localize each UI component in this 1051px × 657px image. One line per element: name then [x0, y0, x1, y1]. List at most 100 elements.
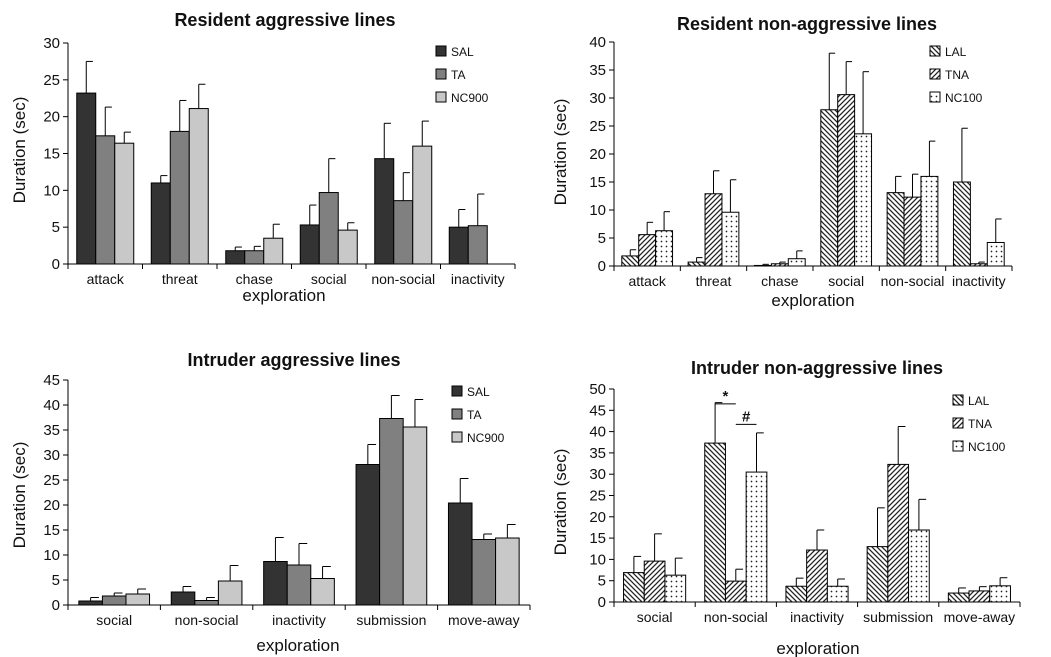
legend-swatch: [451, 385, 463, 397]
y-tick-label: 5: [52, 219, 60, 236]
bar: [263, 561, 288, 606]
bar: [820, 109, 839, 267]
x-tick-label: non-social: [371, 271, 435, 287]
legend-label: NC100: [968, 440, 1006, 454]
legend-label: NC100: [945, 91, 983, 105]
legend-label: SAL: [467, 385, 490, 399]
bar: [402, 426, 428, 606]
x-tick-label: attack: [87, 271, 125, 287]
x-tick-label: threat: [162, 271, 198, 287]
bar: [299, 224, 320, 265]
bar: [318, 192, 339, 265]
y-tick-label: 50: [589, 381, 606, 398]
legend-label: LAL: [945, 45, 967, 59]
bar: [753, 264, 772, 267]
bar: [170, 591, 196, 606]
bar: [169, 130, 190, 265]
y-tick-label: 25: [589, 118, 606, 135]
bar: [355, 464, 381, 606]
legend-swatch: [929, 68, 941, 80]
bar: [986, 241, 1005, 267]
legend-swatch: [929, 45, 941, 57]
bar: [886, 192, 905, 267]
y-tick-label: 20: [43, 109, 60, 126]
y-tick-label: 0: [598, 594, 606, 611]
y-tick-label: 5: [598, 230, 606, 247]
y-tick-label: 40: [589, 424, 606, 441]
y-tick-label: 15: [589, 174, 606, 191]
legend-swatch: [952, 440, 964, 452]
bar: [724, 580, 747, 603]
y-tick-label: 35: [589, 62, 606, 79]
bar: [101, 595, 127, 606]
x-tick-label: inactivity: [790, 609, 844, 625]
legend-swatch: [952, 417, 964, 429]
x-tick-label: non-social: [881, 273, 945, 289]
y-tick-label: 25: [589, 488, 606, 505]
bar: [412, 145, 433, 265]
x-axis-label: exploration: [242, 286, 325, 305]
bar: [379, 418, 404, 606]
x-tick-label: attack: [628, 273, 666, 289]
legend-swatch: [451, 431, 463, 443]
y-tick-label: 45: [589, 402, 606, 419]
plot-area: 0 5 10 15 20 25 30 35 40 45 50 social non-social inac…: [589, 381, 1021, 625]
panel-resident-aggressive: Resident aggressive lines Duration (sec)…: [10, 10, 516, 305]
x-tick-label: inactivity: [451, 271, 505, 287]
bar: [745, 471, 768, 603]
y-tick-label: 30: [589, 466, 606, 483]
bar: [908, 529, 930, 603]
x-tick-label: social: [311, 271, 347, 287]
bar: [495, 537, 520, 606]
legend-swatch: [929, 91, 941, 103]
legend-swatch: [451, 408, 463, 420]
bar: [95, 135, 116, 265]
chart-title: Intruder non-aggressive lines: [691, 358, 943, 378]
y-tick-label: 10: [589, 551, 606, 568]
legend-label: LAL: [968, 394, 990, 408]
y-tick-label: 20: [589, 509, 606, 526]
y-tick-label: 15: [43, 146, 60, 163]
legend-label: TNA: [968, 417, 992, 431]
bar: [785, 585, 808, 603]
legend-label: NC900: [467, 431, 505, 445]
y-tick-label: 15: [589, 530, 606, 547]
y-tick-label: 20: [589, 146, 606, 163]
x-tick-label: submission: [863, 609, 933, 625]
bar: [638, 234, 657, 267]
bar: [125, 593, 151, 606]
legend-swatch: [435, 68, 447, 80]
bar: [721, 211, 740, 267]
chart-title: Resident aggressive lines: [174, 10, 395, 30]
y-tick-label: 40: [43, 397, 60, 414]
x-tick-label: move-away: [448, 612, 520, 628]
bar: [806, 549, 828, 603]
bar: [286, 564, 312, 606]
y-tick-label: 35: [43, 422, 60, 439]
bar: [188, 108, 209, 265]
legend-label: NC900: [451, 91, 489, 105]
x-tick-label: chase: [236, 271, 274, 287]
y-tick-label: 45: [43, 372, 60, 389]
y-tick-label: 10: [43, 182, 60, 199]
chart-title: Intruder aggressive lines: [187, 350, 400, 370]
bar: [310, 578, 335, 606]
panel-intruder-aggressive: Intruder aggressive lines Duration (sec)…: [10, 350, 531, 655]
y-tick-label: 10: [589, 202, 606, 219]
y-tick-label: 0: [52, 597, 60, 614]
bar: [687, 261, 706, 267]
x-tick-label: non-social: [175, 612, 239, 628]
significance-marker: *: [723, 388, 729, 405]
y-axis-label: Duration (sec): [10, 97, 29, 204]
legend-label: SAL: [451, 45, 474, 59]
bar: [655, 230, 674, 267]
y-tick-label: 30: [43, 447, 60, 464]
bar: [623, 572, 645, 603]
bar: [447, 502, 473, 606]
y-tick-label: 30: [589, 90, 606, 107]
bar: [989, 585, 1011, 603]
y-tick-label: 30: [43, 35, 60, 52]
bar: [76, 92, 97, 265]
panel-intruder-non-aggressive: Intruder non-aggressive lines Duration (…: [551, 358, 1021, 657]
